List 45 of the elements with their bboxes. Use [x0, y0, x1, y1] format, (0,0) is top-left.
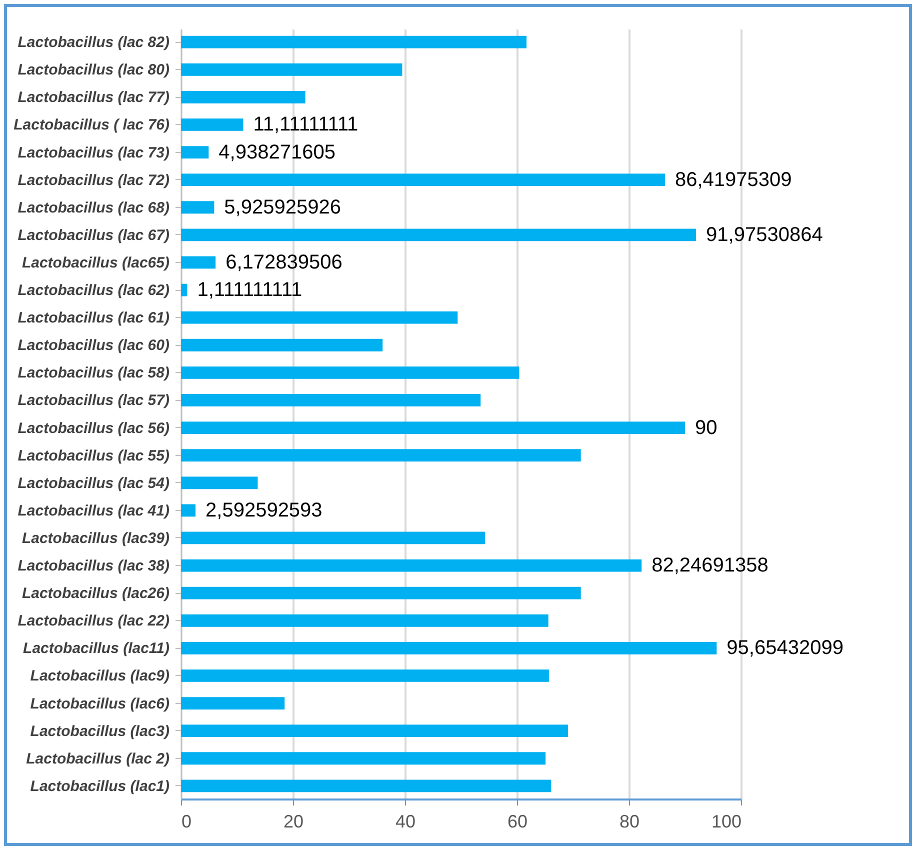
y-tick-label: Lactobacillus (lac 60)	[18, 337, 170, 354]
y-tick-label: Lactobacillus (lac 57)	[18, 392, 170, 410]
data-label: 11,11111111	[253, 114, 358, 136]
y-tick-label: Lactobacillus (lac 68)	[18, 199, 170, 216]
y-tick-label: Lactobacillus (lac 62)	[18, 282, 170, 300]
data-label: 91,97530864	[706, 224, 823, 246]
x-tick-label: 80	[619, 812, 640, 832]
data-label: 95,65432099	[726, 637, 844, 660]
x-tick-label: 100	[711, 812, 742, 832]
y-tick-label: Lactobacillus (lac 58)	[18, 364, 170, 382]
y-tick-label: Lactobacillus (lac9)	[30, 668, 170, 685]
y-tick-label: Lactobacillus (lac 54)	[18, 474, 170, 492]
y-tick-label: Lactobacillus (lac 82)	[18, 34, 170, 52]
y-tick-label: Lactobacillus (lac 41)	[18, 502, 170, 520]
data-label: 82,24691358	[652, 554, 768, 577]
y-tick-label: Lactobacillus (lac 73)	[18, 144, 170, 162]
data-label: 5,925925926	[224, 196, 341, 218]
y-tick-label: Lactobacillus (lac3)	[30, 722, 170, 740]
data-label: 2,592592593	[206, 499, 322, 522]
data-label: 4,938271605	[218, 141, 336, 164]
x-tick-label: 60	[507, 812, 528, 832]
data-label: 6,172839506	[226, 251, 342, 274]
y-tick-label: Lactobacillus (lac1)	[30, 778, 170, 795]
y-tick-label: Lactobacillus (lac 80)	[18, 62, 170, 79]
y-tick-label: Lactobacillus (lac6)	[30, 695, 170, 712]
y-tick-label: Lactobacillus (lac 2)	[26, 750, 170, 768]
y-tick-label: Lactobacillus (lac26)	[22, 585, 170, 602]
x-tick-label: 0	[182, 812, 192, 832]
y-tick-label: Lactobacillus ( lac 76)	[14, 116, 170, 134]
data-label: 1,111111111	[197, 279, 302, 302]
y-tick-label: Lactobacillus (lac 67)	[18, 226, 170, 244]
y-tick-label: Lactobacillus (lac11)	[23, 640, 170, 658]
y-tick-label: Lactobacillus (lac 72)	[18, 172, 170, 189]
x-tick-label: 20	[283, 812, 304, 832]
y-tick-label: Lactobacillus (lac 77)	[18, 89, 170, 106]
y-tick-label: Lactobacillus (lac39)	[22, 530, 170, 547]
data-label: 90	[695, 416, 718, 439]
y-tick-label: Lactobacillus (lac65)	[22, 254, 170, 272]
y-tick-label: Lactobacillus (lac 55)	[18, 447, 170, 464]
y-tick-label: Lactobacillus (lac 22)	[18, 612, 170, 630]
x-tick-label: 40	[395, 812, 416, 832]
y-tick-label: Lactobacillus (lac 61)	[18, 310, 170, 327]
data-label: 86,41975309	[674, 168, 792, 191]
y-tick-label: Lactobacillus (lac 38)	[18, 558, 170, 575]
y-tick-label: Lactobacillus (lac 56)	[18, 420, 170, 437]
